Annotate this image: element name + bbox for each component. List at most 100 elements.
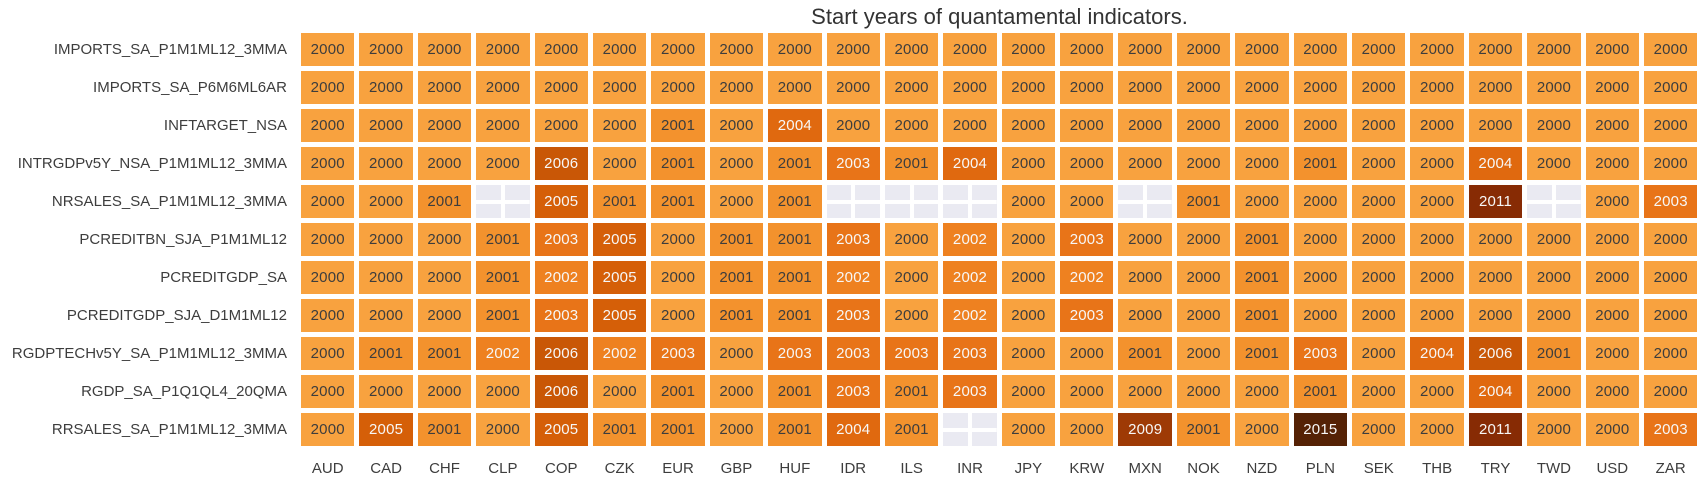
heatmap-cell-missing: [943, 185, 997, 218]
heatmap-cell: 2001: [768, 223, 822, 256]
heatmap-cell: 2001: [1527, 337, 1581, 370]
heatmap-cell: 2000: [476, 109, 530, 142]
heatmap-cell: 2000: [417, 71, 472, 104]
heatmap-cell: 2000: [826, 109, 880, 142]
column-label: GBP: [720, 460, 753, 477]
heatmap-cell: 2000: [592, 33, 647, 66]
heatmap-cell: 2001: [768, 261, 822, 294]
column-label: AUD: [311, 460, 344, 477]
heatmap-cell: 2003: [826, 299, 880, 332]
heatmap-cell: 2000: [1176, 337, 1231, 370]
heatmap-cell: 2000: [1527, 147, 1581, 180]
heatmap-cell: 2003: [768, 337, 822, 370]
heatmap-cell: 2002: [943, 299, 997, 332]
heatmap-cell: 2000: [1176, 33, 1231, 66]
heatmap-cell: 2000: [1001, 413, 1056, 446]
heatmap-cell: 2000: [1352, 299, 1406, 332]
heatmap-cell: 2001: [417, 185, 472, 218]
heatmap-cell: 2001: [884, 375, 939, 408]
heatmap-cell: 2001: [1235, 261, 1289, 294]
heatmap-cell: 2000: [1060, 413, 1114, 446]
heatmap-cell: 2000: [1293, 71, 1348, 104]
heatmap-cell: 2000: [1410, 147, 1464, 180]
heatmap-cell: 2000: [1001, 147, 1056, 180]
row-label: PCREDITGDP_SJA_D1M1ML12: [66, 307, 287, 324]
heatmap-cell: 2000: [709, 147, 764, 180]
heatmap-cell: 2000: [1410, 223, 1464, 256]
column-label: JPY: [1014, 460, 1043, 477]
heatmap-cell: 2000: [1001, 261, 1056, 294]
heatmap-cell: 2001: [417, 337, 472, 370]
heatmap-cell: 2000: [301, 375, 355, 408]
heatmap-cell: 2000: [301, 33, 355, 66]
heatmap-cell: 2001: [359, 337, 413, 370]
heatmap-cell: 2000: [476, 375, 530, 408]
heatmap-cell: 2000: [709, 413, 764, 446]
heatmap-cell: 2000: [651, 223, 705, 256]
heatmap-cell: 2005: [359, 413, 413, 446]
heatmap-cell: 2000: [1352, 337, 1406, 370]
heatmap-cell: 2000: [651, 261, 705, 294]
heatmap-cell: 2000: [709, 337, 764, 370]
heatmap-cell: 2000: [1176, 223, 1231, 256]
heatmap-cell: 2001: [651, 109, 705, 142]
heatmap-cell: 2000: [301, 109, 355, 142]
heatmap-cell: 2000: [884, 71, 939, 104]
heatmap-cell: 2000: [359, 147, 413, 180]
heatmap-cell: 2003: [534, 223, 588, 256]
heatmap-cell: 2000: [709, 109, 764, 142]
heatmap-cell: 2000: [1118, 299, 1172, 332]
heatmap-cell: 2000: [1060, 71, 1114, 104]
heatmap-cell: 2001: [884, 413, 939, 446]
heatmap-cell: 2000: [359, 185, 413, 218]
heatmap-cell: 2003: [826, 337, 880, 370]
heatmap-cell: 2000: [1643, 147, 1698, 180]
heatmap-cell: 2000: [1585, 223, 1639, 256]
heatmap-cell: 2001: [768, 413, 822, 446]
heatmap-cell: 2001: [592, 185, 647, 218]
heatmap-cell: 2003: [1060, 223, 1114, 256]
column-label: IDR: [840, 460, 867, 477]
heatmap-cell: 2000: [476, 147, 530, 180]
heatmap-cell: 2000: [1060, 337, 1114, 370]
heatmap-cell: 2000: [884, 261, 939, 294]
column-label: ZAR: [1655, 460, 1686, 477]
heatmap-cell: 2000: [1410, 33, 1464, 66]
heatmap-cell: 2000: [1293, 109, 1348, 142]
heatmap-cell: 2000: [1352, 261, 1406, 294]
heatmap-cell: 2000: [651, 33, 705, 66]
heatmap-cell: 2000: [1527, 261, 1581, 294]
heatmap-cell: 2000: [1410, 71, 1464, 104]
heatmap-cell: 2000: [534, 33, 588, 66]
heatmap-cell: 2000: [301, 337, 355, 370]
heatmap-cell: 2000: [943, 33, 997, 66]
heatmap-cell: 2000: [1468, 71, 1523, 104]
heatmap-cell: 2000: [476, 33, 530, 66]
heatmap-cell: 2003: [534, 299, 588, 332]
heatmap-cell: 2000: [1118, 109, 1172, 142]
column-label: ILS: [900, 460, 923, 477]
row-label: IMPORTS_SA_P1M1ML12_3MMA: [53, 41, 287, 58]
heatmap-cell: 2000: [1410, 261, 1464, 294]
heatmap-cell: 2001: [592, 413, 647, 446]
heatmap-cell: 2000: [1001, 337, 1056, 370]
heatmap-cell: 2000: [534, 109, 588, 142]
heatmap-cell: 2006: [534, 337, 588, 370]
heatmap-cell: 2000: [1585, 299, 1639, 332]
column-label: TWD: [1536, 460, 1571, 477]
heatmap-cell: 2000: [1643, 223, 1698, 256]
heatmap-cell: 2000: [417, 109, 472, 142]
heatmap-cell: 2000: [1468, 223, 1523, 256]
column-label: MXN: [1128, 460, 1162, 477]
heatmap-cell: 2000: [1235, 375, 1289, 408]
row-label: PCREDITGDP_SA: [160, 269, 287, 286]
heatmap-cell: 2000: [1176, 109, 1231, 142]
heatmap-cell: 2000: [417, 147, 472, 180]
heatmap-cell: 2000: [1585, 185, 1639, 218]
heatmap-cell: 2000: [1118, 71, 1172, 104]
column-label: SEK: [1363, 460, 1394, 477]
heatmap-cell: 2000: [1352, 147, 1406, 180]
heatmap-cell: 2000: [1410, 109, 1464, 142]
heatmap-cell: 2000: [359, 261, 413, 294]
heatmap-cell: 2000: [1410, 375, 1464, 408]
